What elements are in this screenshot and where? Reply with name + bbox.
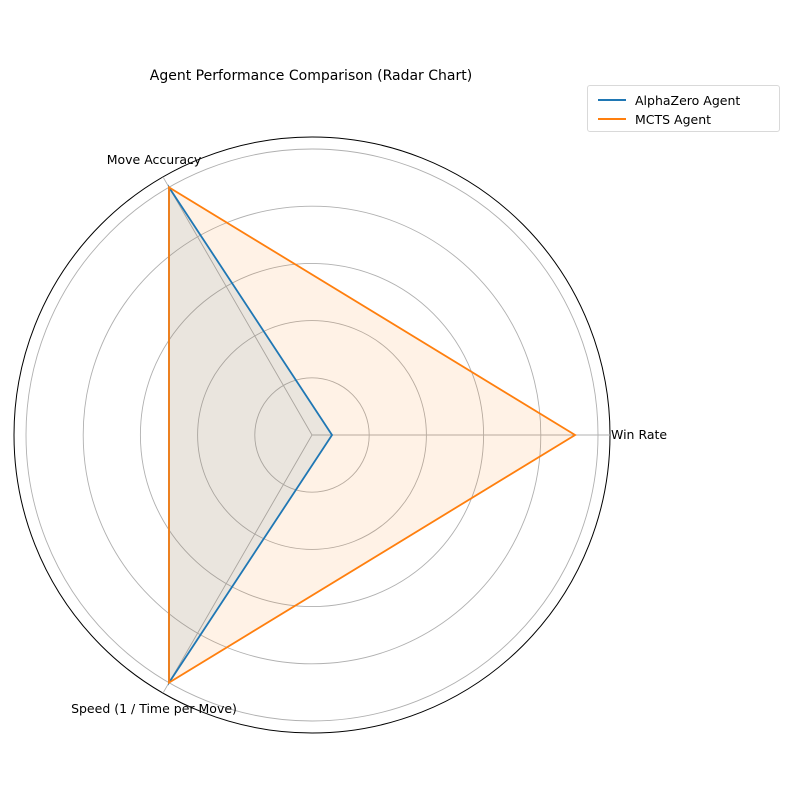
legend-swatch-mcts	[598, 118, 626, 120]
legend-label-alphazero: AlphaZero Agent	[635, 92, 741, 108]
axis-label-1: Win Rate	[611, 427, 667, 442]
legend: AlphaZero Agent MCTS Agent	[587, 85, 780, 132]
legend-label-mcts: MCTS Agent	[635, 111, 712, 127]
grid-spoke-3	[162, 434, 313, 694]
series-layer	[168, 184, 577, 686]
axis-label-2: Move Accuracy	[107, 152, 202, 167]
legend-item-mcts: MCTS Agent	[598, 111, 711, 127]
series-fill-2	[169, 187, 576, 683]
legend-swatch-alphazero	[598, 99, 626, 101]
axis-label-layer: Win Rate Move Accuracy Speed (1 / Time per…	[71, 152, 667, 716]
chart-title: Agent Performance Comparison (Radar Char…	[150, 68, 472, 84]
grid-layer	[13, 136, 611, 734]
series-fill-1	[169, 187, 333, 683]
series-line-2	[168, 185, 577, 685]
legend-item-alphazero: AlphaZero Agent	[598, 92, 740, 108]
grid-spoke-2	[162, 176, 313, 436]
axis-label-3: Speed (1 / Time per Move)	[71, 701, 237, 716]
